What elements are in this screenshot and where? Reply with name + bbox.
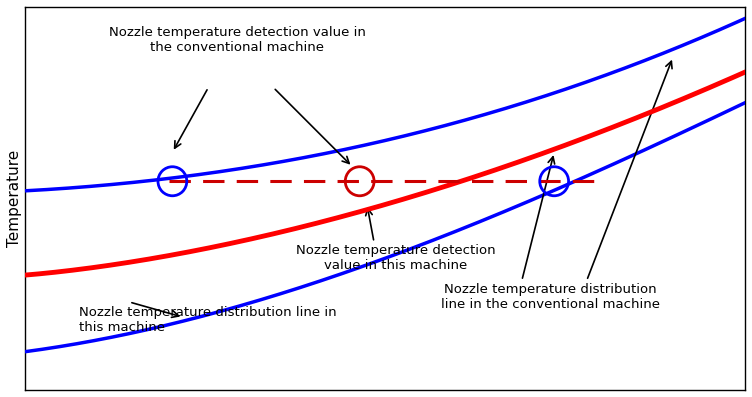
Text: Nozzle temperature distribution line in
this machine: Nozzle temperature distribution line in … [79, 306, 336, 334]
Text: Nozzle temperature distribution
line in the conventional machine: Nozzle temperature distribution line in … [441, 283, 660, 311]
Y-axis label: Temperature: Temperature [7, 150, 22, 247]
Text: Nozzle temperature detection value in
the conventional machine: Nozzle temperature detection value in th… [109, 26, 365, 54]
Text: Nozzle temperature detection
value in this machine: Nozzle temperature detection value in th… [296, 245, 496, 272]
